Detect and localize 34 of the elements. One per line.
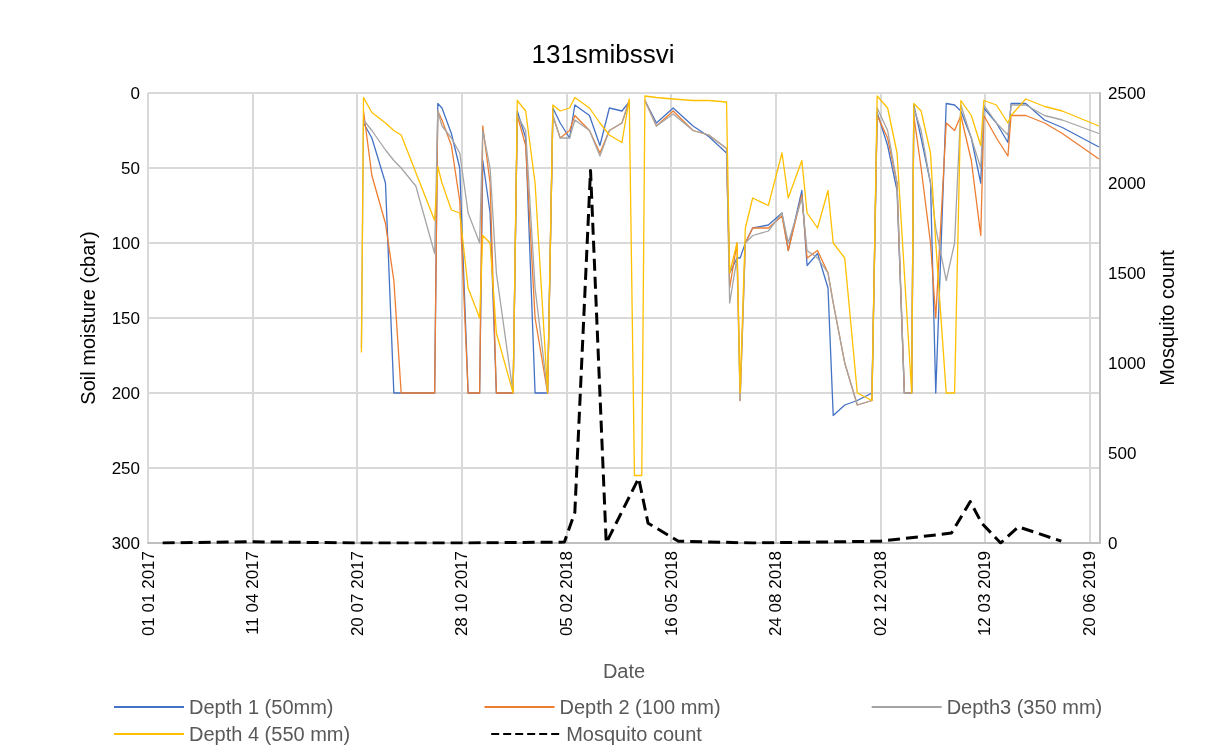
chart-title: 131smibssvi bbox=[531, 39, 675, 69]
x-axis-title: Date bbox=[602, 660, 646, 682]
line-series bbox=[161, 168, 1063, 545]
y-tick-label: 150 bbox=[111, 308, 140, 328]
x-tick-label: 24 08 2018 bbox=[766, 551, 786, 637]
legend-label: Depth 1 (50mm) bbox=[189, 696, 334, 718]
x-tick-label: 05 02 2018 bbox=[556, 551, 576, 637]
x-tick-label: 11 04 2017 bbox=[243, 551, 263, 635]
y-tick-label: 100 bbox=[111, 233, 140, 253]
x-tick-label: 20 06 2019 bbox=[1080, 551, 1100, 637]
y2-axis-title: Mosquito count bbox=[1155, 249, 1178, 386]
x-tick-label: 16 05 2018 bbox=[661, 551, 681, 637]
y-tick-label: 200 bbox=[111, 383, 140, 403]
y2-tick-label: 0 bbox=[1108, 533, 1118, 553]
y-tick-label: 0 bbox=[130, 83, 140, 103]
x-tick-label: 02 12 2018 bbox=[870, 551, 890, 637]
legend-label: Depth 4 (550 mm) bbox=[189, 723, 351, 745]
y-tick-label: 50 bbox=[121, 158, 140, 178]
legend-label: Mosquito count bbox=[566, 723, 703, 745]
y-axis-title: Soil moisture (cbar) bbox=[77, 231, 99, 405]
legend-label: Depth3 (350 mm) bbox=[946, 696, 1103, 718]
y-tick-label: 250 bbox=[111, 458, 140, 478]
y2-tick-label: 1000 bbox=[1108, 353, 1146, 373]
x-tick-label: 20 07 2017 bbox=[347, 551, 367, 637]
y-tick-label: 300 bbox=[111, 533, 140, 553]
y2-tick-label: 500 bbox=[1108, 443, 1137, 463]
x-tick-label: 28 10 2017 bbox=[452, 551, 472, 637]
y2-tick-label: 1500 bbox=[1108, 263, 1146, 283]
y2-tick-label: 2000 bbox=[1108, 173, 1146, 193]
x-tick-label: 01 01 2017 bbox=[138, 551, 158, 637]
line-series bbox=[360, 95, 1100, 477]
y2-tick-label: 2500 bbox=[1108, 83, 1146, 103]
x-tick-label: 12 03 2019 bbox=[975, 551, 995, 637]
legend-label: Depth 2 (100 mm) bbox=[559, 696, 721, 718]
